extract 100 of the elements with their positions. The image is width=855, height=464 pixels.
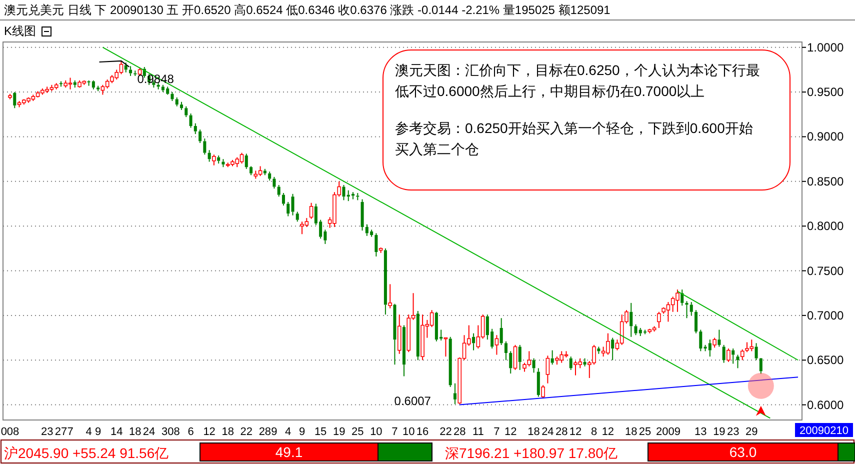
x-tick-label: 22 — [240, 426, 253, 438]
x-tick-label: 18 — [528, 426, 540, 438]
y-tick-label: 0.7000 — [807, 308, 844, 322]
candlestick — [282, 192, 285, 206]
x-tick-label: 29 — [746, 426, 758, 438]
text: 沪2045.90 +55.24 91.56亿 — [4, 445, 169, 461]
x-tick-label: 15 — [314, 426, 327, 438]
x-tick-label: 10 — [370, 426, 382, 438]
candlestick — [472, 332, 476, 351]
y-tick-label: 0.9000 — [807, 130, 844, 144]
candlestick — [189, 112, 192, 128]
x-tick-label: 24 — [142, 426, 156, 438]
candlestick — [500, 318, 503, 346]
x-tick-label: 7 — [392, 426, 398, 438]
candlestick — [694, 310, 698, 334]
x-tick-label: 12 — [504, 426, 517, 438]
candlestick — [244, 153, 248, 170]
x-tick-label: 8 — [590, 426, 598, 438]
annotation: 0.6007 — [394, 394, 432, 408]
candlestick — [732, 348, 735, 364]
candlestick — [583, 358, 586, 367]
x-tick-label: 28 — [555, 426, 568, 438]
x-tick-label: 19 — [713, 426, 726, 438]
candlestick — [569, 356, 572, 370]
y-tick-label: 1.0000 — [807, 40, 844, 54]
candlestick — [268, 171, 272, 182]
candlestick — [397, 314, 402, 354]
candlestick — [194, 122, 197, 135]
candlestick — [416, 310, 420, 361]
candlestick — [217, 154, 220, 164]
annotation: 参考交易：0.6250开始买入第一个轻仓，下跌到0.600开始买入第二个仓 — [395, 120, 753, 157]
y-tick-label: 0.8500 — [807, 174, 844, 188]
x-tick-label: 9 — [95, 426, 102, 438]
chart-title: 澳元兑美元 日线 下 20090130 五 开0.6520 高0.6524 低0.6346 收0.6376 涨跌 -0.0144 -2.21% 量195025 额125091 — [4, 3, 611, 17]
text: 深7196.21 +180.97 17.80亿 — [445, 445, 618, 461]
x-tick-label: 25 — [638, 426, 652, 438]
x-tick-label: 22 — [440, 426, 452, 438]
x-tick-label: 7 — [67, 426, 74, 438]
candlestick — [388, 284, 392, 309]
candlestick — [536, 368, 540, 398]
x-tick-label: 30 — [161, 426, 174, 438]
text: 63.0 — [729, 444, 757, 460]
x-tick-label: 28 — [454, 426, 466, 438]
x-tick-label: 18 — [222, 426, 234, 438]
text: 20090210 — [800, 425, 848, 437]
candlestick — [170, 92, 174, 102]
candlestick — [509, 350, 512, 374]
x-tick-label: 16 — [416, 426, 429, 438]
candlestick — [92, 80, 95, 90]
chart-subtitle: K线图 — [4, 24, 36, 38]
candlestick — [180, 101, 184, 110]
x-tick-label: 2009 — [656, 426, 680, 438]
x-tick-label: 27 — [54, 426, 68, 438]
candlestick — [374, 232, 378, 257]
y-tick-label: 0.9500 — [807, 85, 844, 100]
x-tick-label: 12 — [602, 426, 614, 438]
candlestick — [699, 329, 702, 352]
x-tick-label: 7 — [494, 426, 500, 438]
y-tick-label: 0.6000 — [807, 398, 844, 412]
candlestick — [630, 302, 633, 338]
candlestick — [198, 129, 202, 144]
x-tick-label: 4 — [285, 426, 292, 438]
x-tick-label: 9 — [271, 426, 278, 438]
x-tick-label: 28 — [258, 426, 272, 438]
candlestick — [453, 382, 456, 405]
x-tick-label: 6 — [188, 426, 194, 438]
y-tick-label: 0.8000 — [807, 219, 844, 234]
x-tick-label: 008 — [0, 426, 20, 438]
x-tick-label: 9 — [298, 426, 306, 438]
candlestick — [597, 346, 600, 354]
text: 49.1 — [275, 444, 303, 460]
candlestick — [360, 198, 364, 232]
x-tick-label: 12 — [203, 426, 216, 438]
x-tick-label: 14 — [110, 426, 123, 438]
candlestick — [208, 150, 211, 162]
y-tick-label: 0.7500 — [807, 264, 844, 278]
candlestick — [222, 158, 225, 168]
text-box: 澳元天图：汇价向下，目标在0.6250，个人认为本论下行最低不过0.6000然后上行，中期目标仍在0.7000以上 参考交易：0.6250开始买入第一个轻仓，下跌到0.600开始买入第二个仓 — [382, 50, 790, 190]
candlestick — [759, 358, 762, 374]
x-tick-label: 4 — [86, 426, 92, 438]
candlestick — [708, 339, 712, 358]
x-tick-label: 23 — [726, 426, 740, 438]
x-tick-label: 24 — [542, 426, 554, 438]
x-tick-label: 25 — [352, 426, 364, 438]
candlestick — [494, 334, 499, 356]
x-tick-label: 8 — [174, 426, 180, 438]
x-tick-label: 12 — [569, 426, 582, 438]
candlestick — [342, 184, 346, 201]
y-tick-label: 0.6500 — [807, 353, 844, 368]
x-tick-label: 11 — [472, 426, 484, 438]
candlestick — [356, 192, 360, 201]
candlestick — [13, 92, 16, 109]
annotation: 澳元天图：汇价向下，目标在0.6250，个人认为本论下行最低不过0.6000然后上行，中期目标仍在0.7000以上 — [395, 62, 760, 99]
x-tick-label: 23 — [40, 426, 54, 438]
x-tick-label: 13 — [694, 426, 707, 438]
x-tick-label: 10 — [402, 426, 415, 438]
candlestick — [546, 355, 550, 384]
candlestick — [680, 289, 684, 306]
candlestick — [685, 300, 688, 319]
candlestick — [129, 66, 132, 76]
